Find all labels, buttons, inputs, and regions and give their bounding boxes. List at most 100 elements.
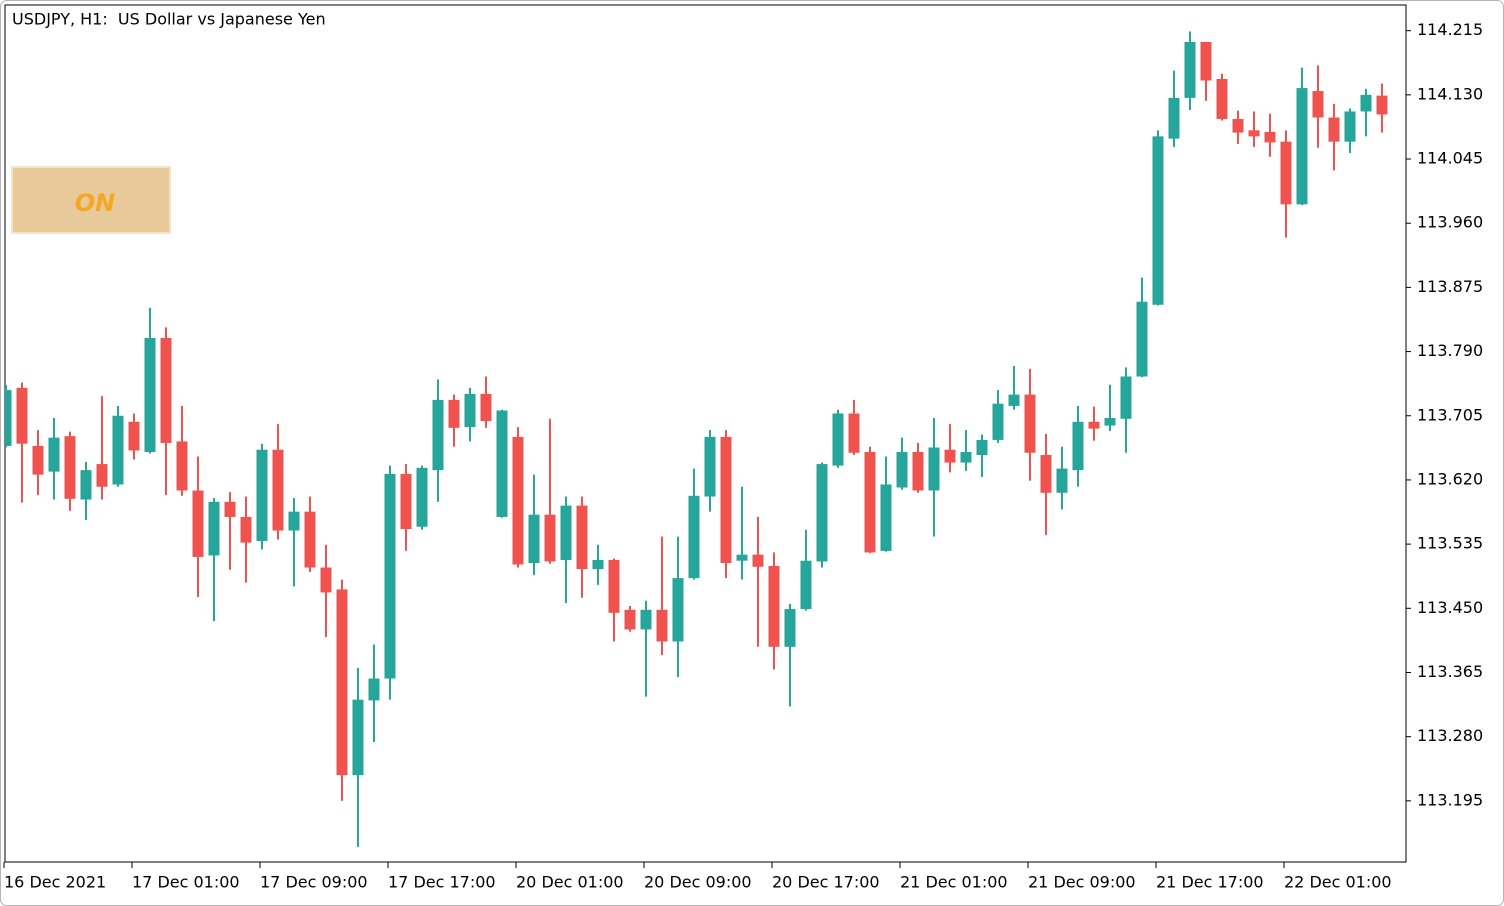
candle-body	[1056, 468, 1068, 493]
candle-body	[432, 399, 444, 471]
candle-body	[912, 451, 924, 491]
candle-body	[1120, 376, 1132, 419]
candle-body	[464, 393, 476, 428]
candle-body	[224, 501, 236, 517]
candle-body	[720, 436, 732, 563]
candle-body	[320, 567, 332, 593]
x-tick-label: 20 Dec 17:00	[772, 873, 880, 892]
candle-body	[160, 337, 172, 443]
candle-body	[1376, 95, 1388, 115]
candle-body	[1088, 421, 1100, 429]
candle-body	[624, 609, 636, 630]
candle-body	[784, 609, 796, 647]
candle-body	[400, 473, 412, 530]
candle-body	[896, 451, 908, 488]
candle-body	[640, 609, 652, 630]
candle-body	[1104, 418, 1116, 426]
candle-body	[128, 421, 140, 451]
candles	[5, 31, 1388, 847]
y-tick-label: 113.620	[1417, 469, 1483, 488]
candle-body	[240, 516, 252, 543]
toggle-button[interactable]: ON	[11, 166, 171, 234]
candle-body	[384, 473, 396, 679]
candle-body	[336, 589, 348, 776]
candle-body	[480, 393, 492, 422]
candle-body	[704, 436, 716, 497]
y-tick-label: 113.705	[1417, 405, 1483, 424]
candle-body	[1152, 136, 1164, 305]
candle-body	[208, 501, 220, 556]
y-tick-label: 113.365	[1417, 662, 1483, 681]
candle-body	[1072, 421, 1084, 471]
y-tick-label: 113.875	[1417, 277, 1483, 296]
candle-body	[1024, 394, 1036, 453]
candle-body	[32, 445, 44, 475]
candle-body	[1200, 41, 1212, 81]
x-tick-label: 21 Dec 09:00	[1028, 873, 1136, 892]
candle-body	[1136, 301, 1148, 377]
candle-body	[576, 505, 588, 570]
button-label[interactable]: ON	[75, 189, 116, 217]
candle-body	[304, 511, 316, 568]
candle-body	[176, 441, 188, 491]
candle-body	[672, 578, 684, 642]
y-tick-label: 114.045	[1417, 149, 1483, 168]
candle-body	[288, 511, 300, 531]
candle-body	[352, 699, 364, 776]
candle-body	[368, 678, 380, 701]
candle-body	[496, 410, 508, 517]
candle-body	[1328, 117, 1340, 142]
x-tick-label: 17 Dec 17:00	[388, 873, 496, 892]
candle-body	[16, 387, 28, 444]
candle-body	[1040, 455, 1052, 493]
candle-body	[272, 449, 284, 531]
candle-body	[848, 413, 860, 453]
x-tick-label: 22 Dec 01:00	[1284, 873, 1392, 892]
button-background[interactable]	[11, 166, 171, 234]
candle-body	[1168, 97, 1180, 139]
candle-body	[512, 436, 524, 565]
candle-body	[768, 566, 780, 647]
candle-body	[688, 495, 700, 579]
y-tick-label: 113.450	[1417, 598, 1483, 617]
x-tick-label: 21 Dec 01:00	[900, 873, 1008, 892]
candle-body	[960, 451, 972, 463]
candle-body	[736, 554, 748, 561]
y-tick-label: 113.280	[1417, 726, 1483, 745]
candle-body	[112, 415, 124, 485]
candle-body	[1280, 141, 1292, 205]
candle-body	[1008, 394, 1020, 406]
candle-body	[992, 403, 1004, 440]
x-tick-label: 16 Dec 2021	[4, 873, 106, 892]
candle-body	[944, 449, 956, 463]
candle-body	[928, 447, 940, 491]
candle-body	[608, 559, 620, 613]
candle-body	[832, 413, 844, 466]
candle-body	[752, 554, 764, 567]
candle-body	[1344, 111, 1356, 142]
y-tick-label: 113.960	[1417, 213, 1483, 232]
candle-body	[800, 560, 812, 610]
candle-body	[144, 337, 156, 452]
candle-body	[1312, 91, 1324, 118]
candle-body	[656, 609, 668, 642]
candle-body	[528, 514, 540, 563]
candle-body	[1248, 130, 1260, 137]
candle-body	[48, 437, 60, 472]
candle-body	[448, 399, 460, 428]
y-tick-label: 113.195	[1417, 790, 1483, 809]
candle-body	[1264, 131, 1276, 143]
candle-body	[256, 449, 268, 542]
candle-body	[864, 451, 876, 553]
candle-body	[592, 559, 604, 570]
candle-body	[1296, 88, 1308, 205]
candle-body	[80, 470, 92, 500]
candle-body	[1232, 119, 1244, 133]
candle-body	[976, 439, 988, 456]
candle-body	[560, 505, 572, 560]
candle-body	[96, 464, 108, 487]
candle-body	[192, 490, 204, 557]
x-tick-label: 17 Dec 09:00	[260, 873, 368, 892]
chart-title: USDJPY, H1: US Dollar vs Japanese Yen	[12, 10, 326, 29]
candle-body	[1360, 94, 1372, 112]
